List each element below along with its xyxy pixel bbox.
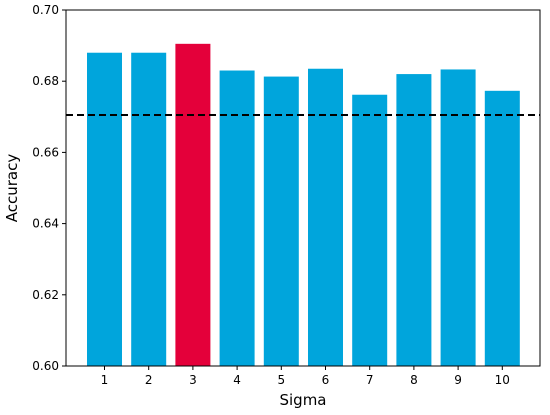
y-tick-label: 0.68 xyxy=(32,74,59,88)
bar-2 xyxy=(131,52,167,366)
bar-8 xyxy=(396,74,432,366)
bars-group xyxy=(87,43,520,367)
x-tick-label: 4 xyxy=(233,373,241,387)
x-tick-label: 3 xyxy=(189,373,197,387)
bar-10 xyxy=(484,90,520,366)
x-tick-label: 2 xyxy=(145,373,153,387)
bar-7 xyxy=(352,94,388,366)
bar-4 xyxy=(219,70,255,367)
bar-1 xyxy=(87,52,122,366)
bar-6 xyxy=(308,68,343,367)
y-axis-label: Accuracy xyxy=(3,154,21,223)
x-tick-label: 10 xyxy=(495,373,510,387)
y-tick-label: 0.60 xyxy=(32,359,59,373)
y-tick-label: 0.64 xyxy=(32,217,59,231)
plot-frame xyxy=(65,9,541,367)
x-tick-label: 6 xyxy=(322,373,330,387)
x-tick-label: 5 xyxy=(277,373,285,387)
y-tick-label: 0.66 xyxy=(32,145,59,159)
bar-3 xyxy=(175,43,211,366)
bar-9 xyxy=(440,69,476,367)
x-axis-label: Sigma xyxy=(279,391,326,409)
x-tick-label: 8 xyxy=(410,373,418,387)
x-tick-label: 9 xyxy=(454,373,462,387)
x-axis-ticks: 1 2 3 4 5 6 7 8 9 10 xyxy=(101,366,510,387)
x-tick-label: 7 xyxy=(366,373,374,387)
y-tick-label: 0.62 xyxy=(32,288,59,302)
x-tick-label: 1 xyxy=(101,373,109,387)
bar-5 xyxy=(263,76,299,367)
y-tick-label: 0.70 xyxy=(32,3,59,17)
y-axis-ticks: 0.60 0.62 0.64 0.66 0.68 0.70 xyxy=(32,3,66,373)
